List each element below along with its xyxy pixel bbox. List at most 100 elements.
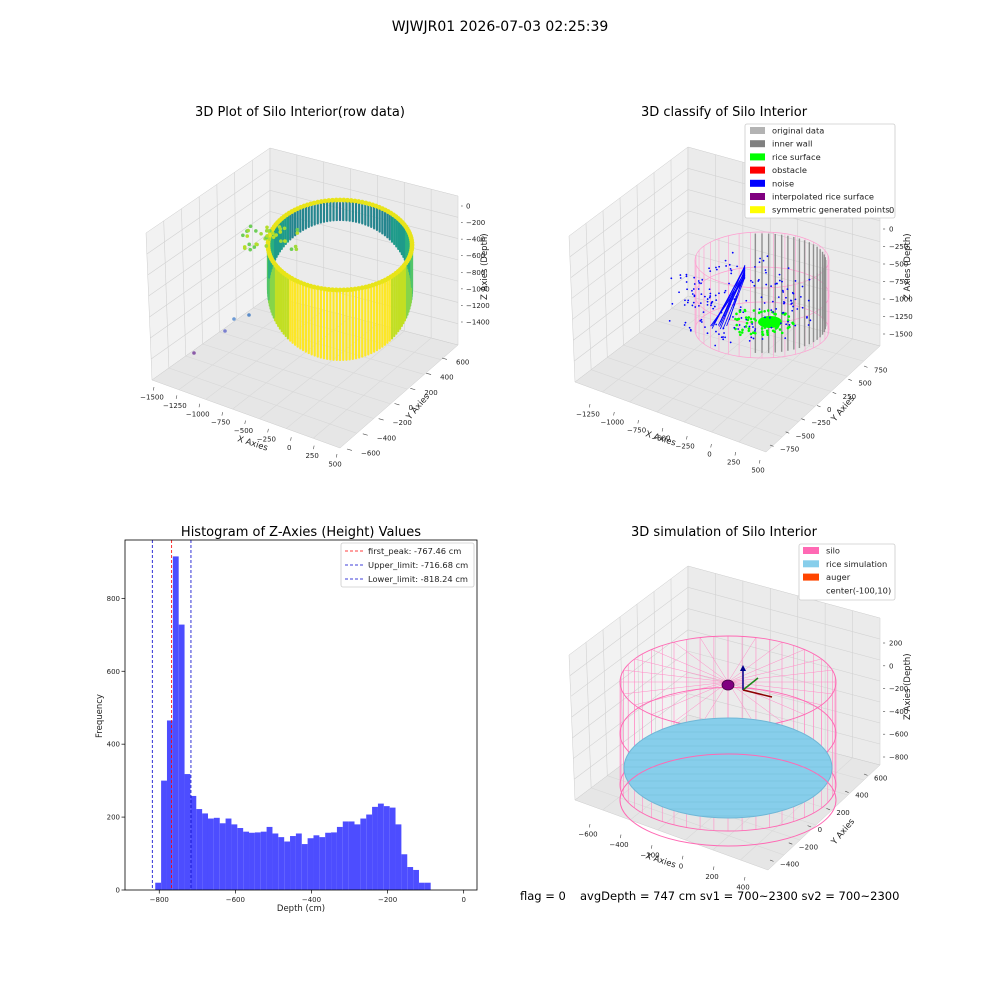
noise-point [807, 299, 810, 302]
rice-surface-point [780, 331, 784, 335]
x-tick-mark [682, 855, 684, 860]
x-tick-mark [221, 412, 223, 416]
x-tick-label: 250 [727, 459, 740, 467]
y-tick-label: 600 [874, 775, 887, 783]
rice-surface-point [740, 331, 744, 334]
wall-gridline [163, 220, 170, 369]
legend-label: Upper_limit: -716.68 cm [368, 560, 468, 570]
z-tick-label: −1400 [466, 319, 490, 327]
wall-gridline [619, 197, 624, 346]
noise-point [752, 337, 755, 340]
rice-surface-point [783, 313, 787, 316]
histogram-bar [372, 806, 378, 890]
rice-surface-point [744, 316, 748, 319]
floor-gridline [602, 302, 716, 393]
noise-point [718, 265, 721, 268]
panel-raw-3d-title: 3D Plot of Silo Interior(row data) [195, 105, 405, 120]
noise-point [693, 283, 696, 285]
rice-surface-point [760, 327, 764, 330]
rice-surface-point [738, 310, 742, 314]
stray-point [248, 247, 253, 252]
silo-rim-point [330, 197, 335, 203]
wall-gridline [571, 629, 881, 718]
histogram-bar [190, 795, 197, 890]
x-tick-label: −1250 [576, 411, 600, 419]
noise-point [806, 317, 808, 319]
histogram-bar [178, 624, 185, 890]
stray-point [283, 239, 287, 243]
noise-point [709, 270, 712, 273]
silo-wire-spoke [727, 649, 805, 683]
silo-rim-point [326, 198, 332, 203]
noise-point [770, 326, 773, 329]
z-tick-label: −1500 [889, 331, 913, 339]
wall-gridline [569, 586, 881, 676]
rice-surface-point [738, 330, 741, 334]
stray-point [264, 244, 269, 248]
noise-point [737, 328, 740, 330]
histogram-legend: first_peak: -767.46 cm Upper_limit: -716.… [340, 542, 475, 588]
noise-point [743, 325, 746, 328]
panel-simulation-3d-x-ticks: −600 −400 −200 0 200 400 [578, 823, 750, 892]
x-tick-mark [313, 445, 315, 450]
histogram-bar [360, 818, 367, 890]
z-tick-label: −800 [466, 269, 485, 277]
noise-point [728, 263, 731, 266]
noise-point [783, 302, 785, 305]
noise-point [714, 294, 717, 297]
y-tick-mark [346, 448, 352, 451]
x-tick-mark [744, 876, 746, 881]
y-tick-mark [807, 825, 812, 828]
noise-point [688, 326, 691, 329]
noise-point [684, 321, 687, 324]
y-tick-label: −600 [361, 450, 380, 458]
floor-pane [574, 295, 881, 453]
noise-point [730, 272, 733, 275]
noise-point [754, 265, 756, 268]
z-tick-label: 0 [889, 662, 893, 670]
stray-point [271, 235, 276, 239]
auger-arrow-y [742, 677, 759, 691]
floor-gridline [738, 338, 853, 443]
panel-classify-3d-point-cloud [668, 231, 830, 359]
noise-point [801, 285, 804, 288]
noise-point [728, 282, 730, 285]
noise-point [781, 280, 783, 283]
noise-point [771, 300, 774, 303]
outlier-point [232, 317, 236, 321]
noise-point [715, 330, 717, 333]
y-tick-label: 750 [874, 367, 887, 375]
noise-point [724, 259, 727, 262]
x-tick-label: 400 [736, 884, 749, 892]
panel-simulation-3d-y-ticks: −400 −200 0 200 400 600 [769, 773, 887, 869]
noise-point [697, 288, 700, 290]
noise-point [751, 281, 754, 284]
stray-point [241, 233, 245, 238]
histogram-y-ticks: 0 200 400 600 800 [107, 595, 125, 895]
histogram-bar [307, 838, 314, 890]
stray-point [254, 242, 259, 246]
histogram-bar [196, 809, 203, 890]
histogram-bar [219, 823, 226, 890]
wall-gridline [585, 642, 592, 788]
wall-gridline [251, 160, 254, 309]
noise-point [718, 333, 720, 336]
noise-point [715, 266, 717, 269]
x-tick-label: −600 [226, 896, 245, 904]
stray-point [295, 227, 300, 232]
x-tick-label: −500 [234, 427, 253, 435]
noise-point [764, 269, 767, 272]
histogram-bar [336, 826, 343, 890]
z-tick-label: −400 [889, 708, 908, 716]
rice-surface-point [766, 331, 769, 334]
y-tick-label: 0 [827, 406, 831, 414]
rice-surface-point [741, 328, 744, 332]
stray-point [259, 231, 263, 236]
y-tick-mark [378, 418, 384, 421]
legend-label: noise [772, 178, 794, 188]
x-tick-mark [589, 403, 591, 408]
silo-rim-point [337, 197, 343, 203]
figure-suptitle: WJWJR01 2026-07-03 02:25:39 [392, 19, 609, 35]
noise-point [794, 298, 797, 301]
panel-simulation-3d-legend: silo rice simulation auger center(-100,10) [798, 543, 896, 601]
